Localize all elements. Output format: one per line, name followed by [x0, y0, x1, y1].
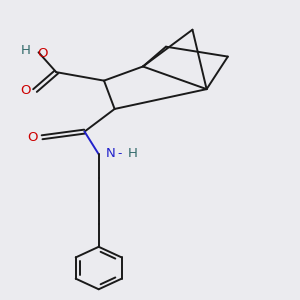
- Text: O: O: [27, 131, 38, 144]
- Text: N: N: [106, 147, 116, 160]
- Text: O: O: [20, 84, 31, 97]
- Text: O: O: [37, 47, 47, 60]
- Text: -: -: [118, 147, 122, 160]
- Text: H: H: [21, 44, 31, 57]
- Text: H: H: [128, 147, 138, 160]
